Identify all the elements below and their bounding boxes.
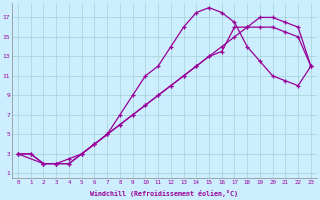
X-axis label: Windchill (Refroidissement éolien,°C): Windchill (Refroidissement éolien,°C) [91, 190, 238, 197]
